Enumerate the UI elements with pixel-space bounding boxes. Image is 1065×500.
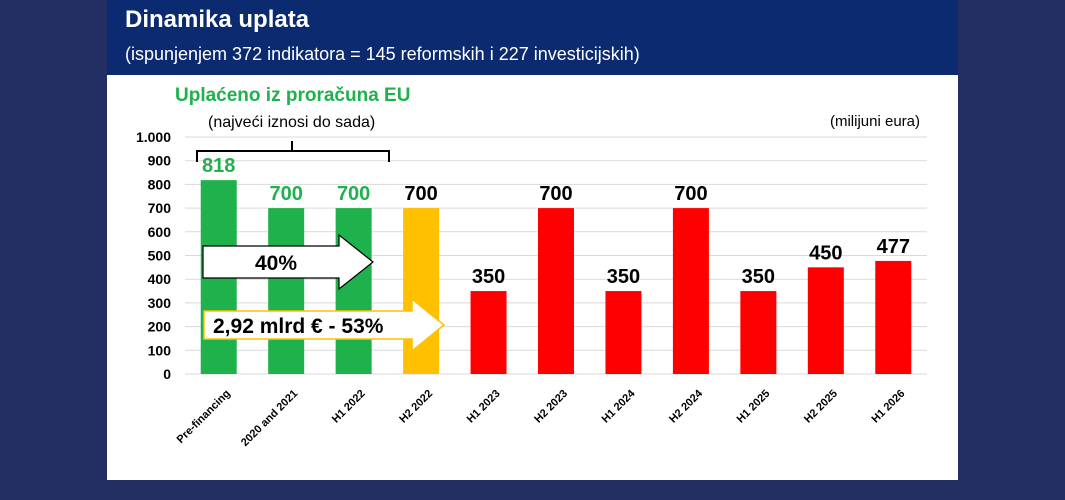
bar-h2-2023 — [538, 208, 574, 374]
arrow-40 — [202, 233, 374, 291]
x-tick-label: H1 2022 — [330, 388, 368, 426]
x-tick-label: H2 2024 — [667, 387, 706, 426]
bracket — [196, 141, 390, 162]
y-tick-label: 700 — [148, 200, 172, 216]
paid-note: (najveći iznosi do sada) — [208, 114, 375, 131]
x-tick-label: H1 2025 — [735, 388, 773, 426]
paid-title: Uplaćeno iz proračuna EU — [175, 85, 410, 106]
arrow-40-label: 40% — [255, 252, 297, 275]
x-tick-label: H1 2023 — [465, 388, 503, 426]
value-label: 700 — [269, 183, 302, 205]
y-tick-label: 800 — [148, 176, 172, 192]
y-tick-label: 500 — [148, 248, 172, 264]
y-tick-label: 600 — [148, 224, 172, 240]
value-label: 477 — [877, 236, 910, 258]
y-tick-label: 200 — [148, 319, 172, 335]
bar-h1-2026 — [875, 260, 912, 374]
bar-h1-2024 — [605, 291, 642, 374]
unit-label: (milijuni eura) — [830, 113, 920, 130]
value-label: 700 — [539, 183, 572, 205]
arrow-total — [203, 297, 446, 353]
arrow-total-label: 2,92 mlrd € - 53% — [213, 315, 384, 338]
slide: Dinamika uplata (ispunjenjem 372 indikat… — [107, 0, 958, 480]
x-tick-label: Pre-financing — [175, 388, 233, 446]
x-tick-label: H2 2023 — [532, 388, 570, 426]
x-tick-label: H1 2026 — [869, 388, 907, 426]
value-label: 700 — [404, 183, 437, 205]
value-label: 350 — [742, 266, 775, 288]
bar-h2-2022 — [403, 208, 440, 374]
x-tick-label: 2020 and 2021 — [239, 388, 300, 449]
x-tick-label: H2 2025 — [802, 388, 840, 426]
bar-h1-2025 — [740, 291, 777, 374]
value-label: 700 — [337, 183, 370, 205]
y-tick-label: 1.000 — [136, 129, 171, 145]
bar-h2-2025 — [807, 267, 844, 374]
value-label: 350 — [472, 266, 505, 288]
x-tick-label: H1 2024 — [600, 387, 639, 426]
x-tick-label: H2 2022 — [397, 388, 435, 426]
page-subtitle: (ispunjenjem 372 indikatora = 145 reform… — [125, 44, 640, 64]
page-title: Dinamika uplata — [125, 6, 310, 33]
y-tick-label: 400 — [148, 271, 172, 287]
value-label: 450 — [809, 242, 842, 264]
bar-chart: 0 100 200 300 400 500 600 700 800 900 1.000 818 700… — [136, 85, 927, 449]
y-tick-label: 900 — [148, 153, 172, 169]
y-tick-label: 0 — [163, 366, 171, 382]
bar-h1-2022 — [335, 208, 372, 374]
header-bar: Dinamika uplata (ispunjenjem 372 indikat… — [107, 0, 958, 75]
value-label: 818 — [202, 155, 235, 177]
y-tick-label: 100 — [148, 342, 172, 358]
value-label: 700 — [674, 183, 707, 205]
bar-h2-2024 — [672, 208, 709, 374]
bar-2020-and-2021 — [268, 208, 305, 374]
bar-h1-2023 — [470, 291, 507, 374]
value-label: 350 — [607, 266, 640, 288]
y-tick-label: 300 — [148, 295, 172, 311]
